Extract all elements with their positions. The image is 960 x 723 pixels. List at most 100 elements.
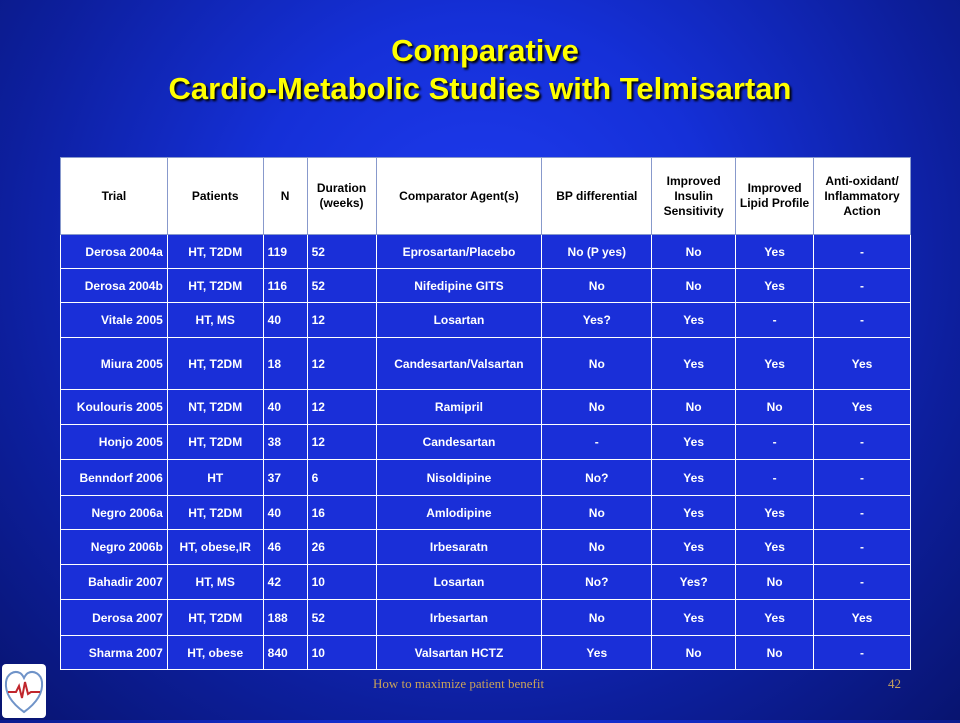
table-cell: No?	[541, 459, 653, 496]
table-cell: -	[813, 495, 911, 530]
table-cell: Yes?	[651, 564, 737, 600]
table-cell: 52	[306, 234, 377, 269]
table-cell: 12	[306, 302, 377, 338]
table-body: Derosa 2004a HT, T2DM 119 52 Eprosartan/Plac…	[60, 234, 911, 670]
header-n: N	[262, 157, 308, 235]
table-cell: 38	[262, 424, 308, 460]
table-cell: Losartan	[375, 302, 543, 338]
table-cell: Valsartan HCTZ	[375, 635, 543, 670]
table-cell: -	[541, 424, 653, 460]
title-line-1: Comparative	[391, 33, 579, 68]
table-cell: No (P yes)	[541, 234, 653, 269]
table-cell: No	[541, 599, 653, 636]
table-cell: Yes	[813, 599, 911, 636]
table-cell: -	[813, 424, 911, 460]
footer-text: How to maximize patient benefit	[373, 676, 545, 691]
table-cell: HT, obese	[166, 635, 264, 670]
table-cell: Amlodipine	[375, 495, 543, 530]
table-cell: 40	[262, 495, 308, 530]
table-cell: -	[735, 302, 815, 338]
table-cell: -	[813, 302, 911, 338]
table-cell: HT, T2DM	[166, 234, 264, 269]
table-cell: Yes	[735, 337, 815, 390]
table-cell: 52	[306, 599, 377, 636]
table-cell: Yes	[735, 268, 815, 303]
table-cell: -	[813, 635, 911, 670]
table-cell: 10	[306, 635, 377, 670]
table-row: Vitale 2005 HT, MS 40 12 Losartan Yes? Yes - -	[60, 302, 911, 338]
table-cell: Losartan	[375, 564, 543, 600]
table-cell: 12	[306, 389, 377, 425]
header-trial: Trial	[60, 157, 168, 235]
table-row: Honjo 2005 HT, T2DM 38 12 Candesartan - Yes - -	[60, 424, 911, 460]
table-cell: -	[813, 234, 911, 269]
table-cell: No?	[541, 564, 653, 600]
table-row: Derosa 2004b HT, T2DM 116 52 Nifedipine GITS…	[60, 268, 911, 303]
table-cell: Benndorf 2006	[60, 459, 168, 496]
table-cell: Negro 2006a	[60, 495, 168, 530]
table-cell: Eprosartan/Placebo	[375, 234, 543, 269]
table-row: Negro 2006b HT, obese,IR 46 26 Irbesaratn No Y…	[60, 529, 911, 565]
table-cell: -	[813, 268, 911, 303]
table-cell: 840	[262, 635, 308, 670]
header-duration: Duration (weeks)	[306, 157, 377, 235]
table-cell: Vitale 2005	[60, 302, 168, 338]
table-row: Sharma 2007 HT, obese 840 10 Valsartan HCTZ Y…	[60, 635, 911, 670]
header-bp-differential: BP differential	[541, 157, 653, 235]
table-cell: 26	[306, 529, 377, 565]
table-row: Miura 2005 HT, T2DM 18 12 Candesartan/Valsar…	[60, 337, 911, 390]
table-cell: HT, T2DM	[166, 495, 264, 530]
table-cell: Nifedipine GITS	[375, 268, 543, 303]
table-cell: No	[541, 337, 653, 390]
table-cell: -	[735, 459, 815, 496]
table-cell: Yes	[813, 337, 911, 390]
table-cell: 10	[306, 564, 377, 600]
table-cell: Ramipril	[375, 389, 543, 425]
table-cell: -	[813, 529, 911, 565]
table-cell: Negro 2006b	[60, 529, 168, 565]
table-cell: Nisoldipine	[375, 459, 543, 496]
table-cell: 16	[306, 495, 377, 530]
header-insulin: Improved Insulin Sensitivity	[651, 157, 737, 235]
table-cell: -	[813, 459, 911, 496]
table-cell: No	[541, 529, 653, 565]
table-cell: Derosa 2004b	[60, 268, 168, 303]
table-cell: Irbesaratn	[375, 529, 543, 565]
title-line-2: Cardio-Metabolic Studies with Telmisarta…	[168, 71, 792, 106]
table-cell: Honjo 2005	[60, 424, 168, 460]
table-cell: Candesartan	[375, 424, 543, 460]
table-cell: NT, T2DM	[166, 389, 264, 425]
table-cell: Yes	[651, 459, 737, 496]
table-cell: 119	[262, 234, 308, 269]
table-row: Negro 2006a HT, T2DM 40 16 Amlodipine No Yes Ye…	[60, 495, 911, 530]
table-cell: Yes	[735, 234, 815, 269]
table-cell: HT, T2DM	[166, 424, 264, 460]
table-cell: No	[541, 268, 653, 303]
table-row: Benndorf 2006 HT 37 6 Nisoldipine No? Yes - -	[60, 459, 911, 496]
table-cell: 116	[262, 268, 308, 303]
table-cell: HT, T2DM	[166, 337, 264, 390]
table-cell: Yes	[651, 337, 737, 390]
header-comparator: Comparator Agent(s)	[375, 157, 543, 235]
table-cell: Miura 2005	[60, 337, 168, 390]
table-cell: Irbesartan	[375, 599, 543, 636]
header-lipid: Improved Lipid Profile	[735, 157, 815, 235]
table-cell: No	[735, 389, 815, 425]
table-cell: Yes	[651, 495, 737, 530]
table-row: Derosa 2004a HT, T2DM 119 52 Eprosartan/Plac…	[60, 234, 911, 269]
table-cell: Yes	[651, 424, 737, 460]
table-cell: HT, T2DM	[166, 268, 264, 303]
table-cell: Derosa 2004a	[60, 234, 168, 269]
table-cell: HT	[166, 459, 264, 496]
table-cell: Yes	[813, 389, 911, 425]
header-antioxidant: Anti-oxidant/ Inflammatory Action	[813, 157, 911, 235]
table-header-row: Trial Patients N Duration (weeks) Compar…	[60, 157, 911, 235]
table-cell: 12	[306, 337, 377, 390]
table-row: Koulouris 2005 NT, T2DM 40 12 Ramipril No No No…	[60, 389, 911, 425]
page-number: 42	[888, 676, 901, 691]
table-cell: 40	[262, 389, 308, 425]
table-cell: Candesartan/Valsartan	[375, 337, 543, 390]
table-cell: -	[735, 424, 815, 460]
table-cell: No	[651, 234, 737, 269]
table-cell: HT, MS	[166, 302, 264, 338]
